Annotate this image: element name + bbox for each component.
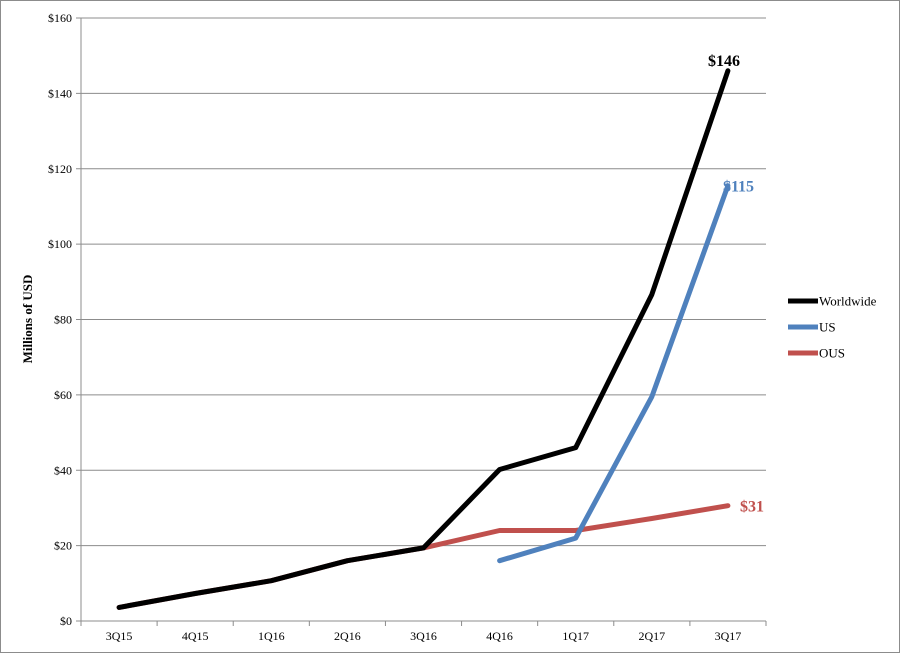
y-tick-label: $160: [48, 11, 72, 25]
gridlines: [76, 17, 767, 626]
x-tick-label: 4Q15: [182, 629, 209, 643]
y-tick-label: $40: [54, 463, 72, 477]
y-axis-title: Millions of USD: [20, 275, 35, 364]
x-tick-label: 2Q17: [638, 629, 665, 643]
series-line-us: [497, 183, 731, 564]
axes: [80, 18, 766, 622]
x-tick-label: 4Q16: [486, 629, 513, 643]
y-tick-label: $100: [48, 237, 72, 251]
x-tick-label: 3Q16: [410, 629, 437, 643]
y-tick-label: $60: [54, 388, 72, 402]
x-tick-labels: 3Q15 4Q15 1Q16 2Q16 3Q16 4Q16 1Q17 2Q17 3Q17: [106, 629, 742, 643]
series-line-worldwide: [116, 68, 731, 610]
y-tick-label: $120: [48, 162, 72, 176]
x-tick-label: 3Q17: [715, 629, 742, 643]
legend-label-worldwide: Worldwide: [819, 294, 877, 309]
x-tick-label: 3Q15: [106, 629, 133, 643]
x-tick-label: 1Q16: [258, 629, 285, 643]
end-label-worldwide: $146: [708, 53, 740, 70]
y-tick-label: $80: [54, 313, 72, 327]
y-tick-label: $140: [48, 86, 72, 100]
x-tick-label: 2Q16: [334, 629, 361, 643]
x-tick-label: 1Q17: [562, 629, 589, 643]
legend-label-ous: OUS: [819, 346, 845, 361]
end-label-us: $115: [723, 179, 754, 196]
end-label-ous: $31: [740, 499, 764, 516]
legend-label-us: US: [819, 320, 836, 335]
end-labels: $146 $115 $31: [708, 53, 764, 516]
y-tick-labels: $0 $20 $40 $60 $80 $100 $120 $140 $160: [48, 11, 72, 628]
y-tick-label: $20: [54, 539, 72, 553]
y-tick-label: $0: [60, 614, 72, 628]
series-lines: [116, 68, 731, 610]
legend: Worldwide US OUS: [788, 294, 877, 361]
